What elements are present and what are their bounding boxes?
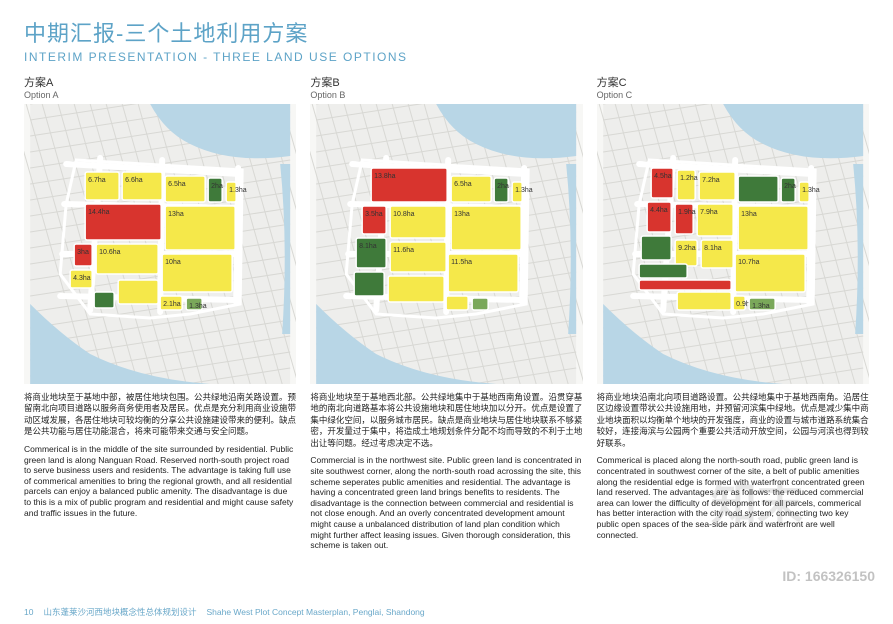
option-desc-cn: 将商业地块至于基地中部，被居住地块包围。公共绿地沿南关路设置。预留南北向项目道路… bbox=[24, 392, 296, 438]
project-name-en: Shahe West Plot Concept Masterplan, Peng… bbox=[206, 607, 424, 617]
svg-text:4.3ha: 4.3ha bbox=[73, 275, 91, 282]
svg-text:8.1ha: 8.1ha bbox=[704, 245, 722, 252]
svg-text:6.5ha: 6.5ha bbox=[454, 181, 472, 188]
svg-text:13ha: 13ha bbox=[168, 211, 184, 218]
svg-text:13ha: 13ha bbox=[454, 211, 470, 218]
svg-text:7.9ha: 7.9ha bbox=[700, 209, 718, 216]
svg-text:1.3ha: 1.3ha bbox=[229, 187, 247, 194]
svg-text:14.4ha: 14.4ha bbox=[88, 209, 110, 216]
svg-text:13.8ha: 13.8ha bbox=[374, 173, 396, 180]
svg-text:1.3ha: 1.3ha bbox=[189, 303, 207, 310]
option-label-cn: 方案B bbox=[310, 74, 582, 90]
svg-text:13ha: 13ha bbox=[741, 211, 757, 218]
svg-text:10.8ha: 10.8ha bbox=[393, 211, 415, 218]
option-column-c: 方案C Option C 4.5ha 1.2ha 7.2ha 2ha 1.3ha 4.4h… bbox=[597, 74, 869, 551]
svg-text:3ha: 3ha bbox=[77, 249, 89, 256]
svg-text:2ha: 2ha bbox=[211, 183, 223, 190]
svg-text:1.3ha: 1.3ha bbox=[515, 187, 533, 194]
page-number: 10 bbox=[24, 607, 33, 617]
svg-text:1.3ha: 1.3ha bbox=[802, 187, 820, 194]
option-map-b: 13.8ha 6.5ha 2ha 1.3ha 3.5ha 10.8ha 13ha 8.1ha 1… bbox=[310, 104, 582, 384]
option-column-b: 方案B Option B 13.8ha 6.5ha 2ha 1.3ha 3.5ha 10.… bbox=[310, 74, 582, 551]
svg-text:2.1ha: 2.1ha bbox=[163, 301, 181, 308]
option-desc-en: Commerical is placed along the north-sou… bbox=[597, 455, 869, 540]
svg-text:11.5ha: 11.5ha bbox=[451, 259, 472, 266]
svg-text:3.5ha: 3.5ha bbox=[365, 211, 383, 218]
page-footer: 10 山东蓬莱沙河西地块概念性总体规划设计 Shahe West Plot Co… bbox=[24, 606, 869, 618]
svg-text:8.1ha: 8.1ha bbox=[359, 243, 377, 250]
svg-text:1.2ha: 1.2ha bbox=[680, 175, 698, 182]
watermark-id: ID: 166326150 bbox=[782, 568, 875, 584]
svg-text:6.7ha: 6.7ha bbox=[88, 177, 106, 184]
map-svg: 4.5ha 1.2ha 7.2ha 2ha 1.3ha 4.4ha 1.9ha 7.9ha 13… bbox=[597, 104, 869, 384]
svg-text:10.7ha: 10.7ha bbox=[738, 259, 760, 266]
option-desc-en: Commercial is in the northwest site. Pub… bbox=[310, 455, 582, 551]
svg-text:2ha: 2ha bbox=[497, 183, 509, 190]
svg-text:10ha: 10ha bbox=[165, 259, 181, 266]
map-svg: 6.7ha 6.6ha 6.5ha 2ha 1.3ha 14.4ha 13ha 3ha 10.6… bbox=[24, 104, 296, 384]
option-label-cn: 方案A bbox=[24, 74, 296, 90]
option-map-a: 6.7ha 6.6ha 6.5ha 2ha 1.3ha 14.4ha 13ha 3ha 10.6… bbox=[24, 104, 296, 384]
map-svg: 13.8ha 6.5ha 2ha 1.3ha 3.5ha 10.8ha 13ha 8.1ha 1… bbox=[310, 104, 582, 384]
svg-text:6.5ha: 6.5ha bbox=[168, 181, 186, 188]
svg-text:7.2ha: 7.2ha bbox=[702, 177, 720, 184]
title-en: INTERIM PRESENTATION - THREE LAND USE OP… bbox=[24, 50, 869, 64]
option-label-en: Option C bbox=[597, 90, 869, 100]
option-desc-en: Commerical is in the middle of the site … bbox=[24, 444, 296, 518]
option-label-en: Option B bbox=[310, 90, 582, 100]
svg-text:2ha: 2ha bbox=[784, 183, 796, 190]
option-label-en: Option A bbox=[24, 90, 296, 100]
svg-text:4.4ha: 4.4ha bbox=[650, 207, 668, 214]
options-row: 方案A Option A 6.7ha 6.6ha 6.5ha 2ha 1.3ha 14.4… bbox=[24, 74, 869, 551]
svg-text:4.5ha: 4.5ha bbox=[654, 173, 672, 180]
svg-text:9.2ha: 9.2ha bbox=[678, 245, 696, 252]
svg-text:1.9ha: 1.9ha bbox=[678, 209, 696, 216]
svg-text:10.6ha: 10.6ha bbox=[99, 249, 121, 256]
project-name-cn: 山东蓬莱沙河西地块概念性总体规划设计 bbox=[43, 606, 196, 618]
svg-text:6.6ha: 6.6ha bbox=[125, 177, 143, 184]
svg-text:11.6ha: 11.6ha bbox=[393, 247, 414, 254]
page-root: 中期汇报-三个土地利用方案 INTERIM PRESENTATION - THR… bbox=[0, 0, 893, 551]
svg-text:1.3ha: 1.3ha bbox=[752, 303, 770, 310]
option-desc-cn: 将商业地块至于基地西北部。公共绿地集中于基地西南角设置。沿贯穿基地的南北向道路基… bbox=[310, 392, 582, 449]
option-label-cn: 方案C bbox=[597, 74, 869, 90]
option-column-a: 方案A Option A 6.7ha 6.6ha 6.5ha 2ha 1.3ha 14.4… bbox=[24, 74, 296, 551]
title-cn: 中期汇报-三个土地利用方案 bbox=[24, 16, 869, 48]
option-map-c: 4.5ha 1.2ha 7.2ha 2ha 1.3ha 4.4ha 1.9ha 7.9ha 13… bbox=[597, 104, 869, 384]
option-desc-cn: 将商业地块沿南北向项目道路设置。公共绿地集中于基地西南角。沿居住区边缘设置带状公… bbox=[597, 392, 869, 449]
